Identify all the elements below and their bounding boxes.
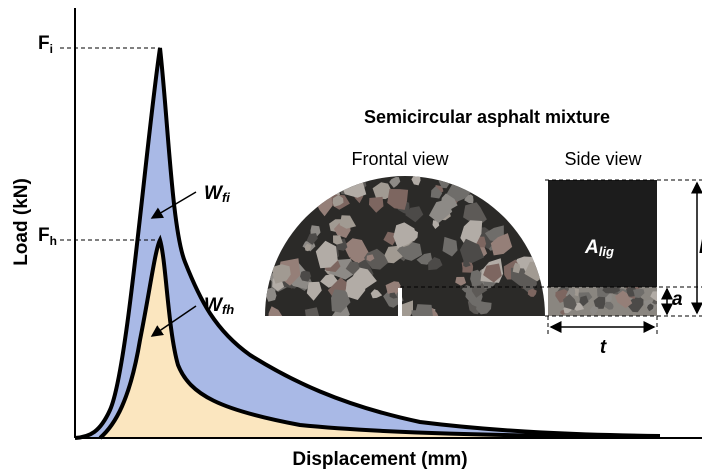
stone <box>530 188 544 205</box>
stone <box>267 217 280 229</box>
stone <box>302 166 318 186</box>
x-label: Displacement (mm) <box>292 449 467 470</box>
side-view <box>548 180 657 287</box>
stone <box>527 202 545 217</box>
stone <box>305 307 320 325</box>
stone <box>527 208 543 223</box>
area-fh-label: Wfh <box>204 295 234 317</box>
stone <box>536 172 547 183</box>
specimen-title: Semicircular asphalt mixture <box>364 107 610 127</box>
stone <box>256 249 276 267</box>
notch <box>398 288 402 318</box>
stone <box>534 240 547 251</box>
stone <box>291 169 309 191</box>
stone <box>519 180 538 204</box>
stone <box>262 173 278 185</box>
stone <box>522 215 536 228</box>
stone <box>283 187 305 204</box>
stone <box>273 184 280 191</box>
stone <box>508 201 530 224</box>
stone <box>298 169 323 186</box>
side-label: Side view <box>564 149 642 169</box>
stone <box>531 237 551 258</box>
stone <box>273 206 291 220</box>
stone <box>453 167 477 188</box>
stone <box>512 169 528 187</box>
peak-fi: Fi <box>38 33 53 56</box>
thickness-label: t <box>600 337 607 358</box>
stone <box>514 174 529 184</box>
area-fi-label: Wfi <box>204 183 230 205</box>
stone <box>283 166 306 190</box>
y-label: Load (kN) <box>11 178 32 266</box>
stone <box>288 189 313 211</box>
stone <box>511 170 534 199</box>
notch-label: a <box>672 289 683 310</box>
figure: Fi Fh Load (kN) Displacement (mm) Wfi Wf… <box>0 0 702 472</box>
stone <box>302 185 315 197</box>
stone <box>280 210 288 221</box>
stone <box>304 178 311 188</box>
peak-fh: Fh <box>38 225 57 248</box>
stone <box>524 170 539 182</box>
stone <box>264 217 272 226</box>
stone <box>261 249 274 263</box>
frontal-label: Frontal view <box>351 149 449 169</box>
stone <box>523 227 543 241</box>
stone <box>299 170 316 184</box>
stone <box>282 171 302 196</box>
